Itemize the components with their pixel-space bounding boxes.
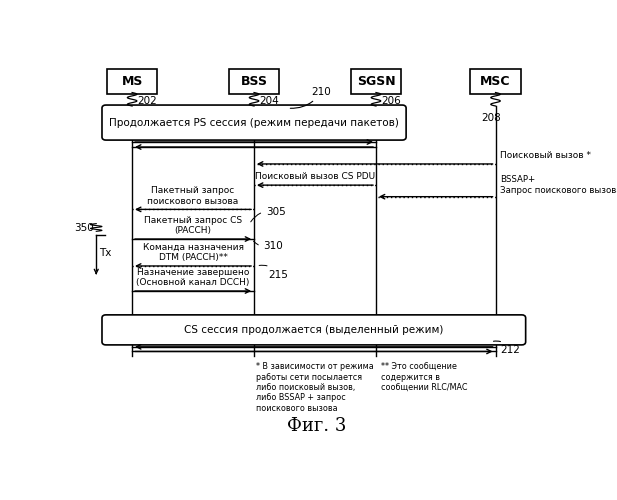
FancyBboxPatch shape xyxy=(102,105,406,140)
Text: 204: 204 xyxy=(259,96,279,106)
FancyBboxPatch shape xyxy=(229,68,279,94)
Text: 202: 202 xyxy=(137,96,157,106)
Text: Tx: Tx xyxy=(99,248,111,258)
Text: Фиг. 3: Фиг. 3 xyxy=(286,418,346,436)
Text: 350: 350 xyxy=(74,223,94,233)
FancyBboxPatch shape xyxy=(470,68,521,94)
Text: 210: 210 xyxy=(291,86,331,108)
Text: Поисковый вызов CS PDU: Поисковый вызов CS PDU xyxy=(255,172,375,182)
FancyBboxPatch shape xyxy=(107,68,157,94)
Text: 215: 215 xyxy=(259,265,288,280)
Text: 206: 206 xyxy=(381,96,400,106)
Text: Продолжается PS сессия (режим передачи пакетов): Продолжается PS сессия (режим передачи п… xyxy=(109,118,399,128)
Text: Назначение завершено
(Основной канал DCCH): Назначение завершено (Основной канал DCC… xyxy=(136,268,250,287)
Text: MSC: MSC xyxy=(480,74,511,88)
Text: Поисковый вызов *: Поисковый вызов * xyxy=(500,151,591,160)
Text: 208: 208 xyxy=(481,113,501,123)
Text: CS сессия продолжается (выделенный режим): CS сессия продолжается (выделенный режим… xyxy=(184,325,444,335)
Text: BSS: BSS xyxy=(241,74,268,88)
Text: MS: MS xyxy=(122,74,143,88)
Text: 212: 212 xyxy=(494,341,520,355)
FancyBboxPatch shape xyxy=(102,315,526,345)
Text: SGSN: SGSN xyxy=(357,74,395,88)
Text: Пакетный запрос CS
(PACCH): Пакетный запрос CS (PACCH) xyxy=(144,216,242,235)
Text: Пакетный запрос
поискового вызова: Пакетный запрос поискового вызова xyxy=(147,186,239,206)
Text: BSSAP+
Запрос поискового вызова *: BSSAP+ Запрос поискового вызова * xyxy=(500,176,617,195)
FancyBboxPatch shape xyxy=(351,68,401,94)
Text: * В зависимости от режима
работы сети посылается
либо поисковый вызов,
либо BSSA: * В зависимости от режима работы сети по… xyxy=(257,362,374,413)
Text: 310: 310 xyxy=(254,240,283,250)
Text: 305: 305 xyxy=(251,206,286,222)
Text: ** Это сообщение
содержится в
сообщении RLC/MAC: ** Это сообщение содержится в сообщении … xyxy=(381,362,467,392)
Text: Команда назначения
DTM (PACCH)**: Команда назначения DTM (PACCH)** xyxy=(143,242,244,262)
